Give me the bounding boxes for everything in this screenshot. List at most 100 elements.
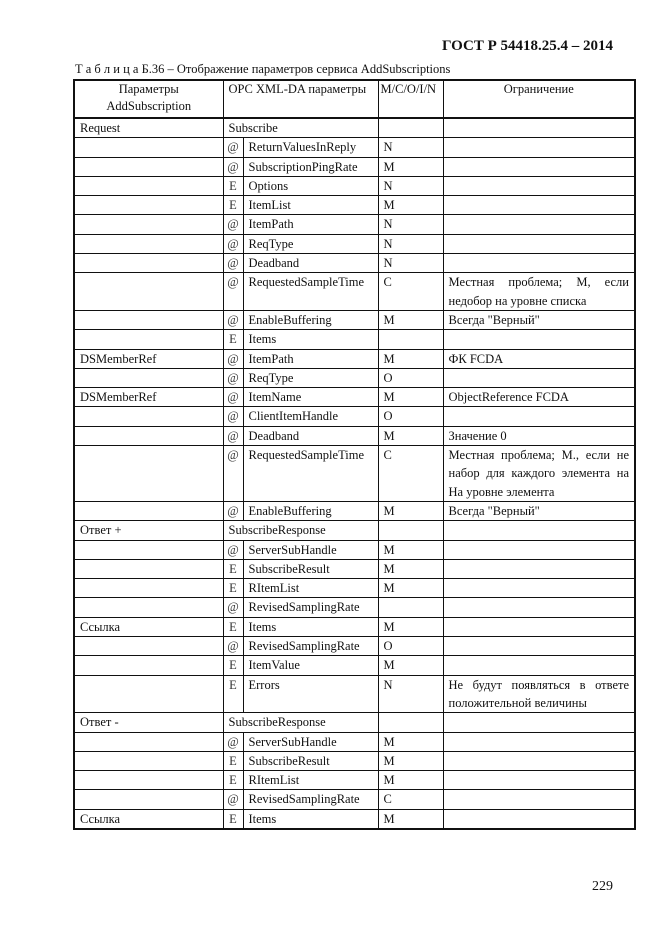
pre-cell: @ xyxy=(222,731,244,752)
table-row: @ ReqType O xyxy=(73,367,636,389)
name-cell: Deadband xyxy=(242,425,379,447)
pre-cell: @ xyxy=(222,309,244,331)
table-header: Параметры AddSubscription OPC XML-DA пар… xyxy=(73,79,636,119)
limit-cell xyxy=(442,253,636,274)
pre-cell: @ xyxy=(222,387,244,408)
pre-cell: E xyxy=(222,195,244,216)
limit-cell xyxy=(442,137,636,158)
name-cell: ItemPath xyxy=(242,214,379,235)
name-cell: ItemList xyxy=(242,195,379,216)
mco-cell: O xyxy=(377,367,444,389)
mco-cell: M xyxy=(377,500,444,522)
table-row: @ ReqType N xyxy=(73,233,636,255)
limit-cell: Местная проблема; M, если недобор на уро… xyxy=(442,272,636,311)
table-row: @ RevisedSamplingRate xyxy=(73,597,636,618)
mco-cell: O xyxy=(377,406,444,427)
pre-cell: @ xyxy=(222,445,244,502)
name-cell: Deadband xyxy=(242,253,379,274)
param-cell xyxy=(73,329,224,350)
table-row: Ответ - SubscribeResponse xyxy=(73,712,636,733)
pre-cell: @ xyxy=(222,425,244,447)
table-row: E Options N xyxy=(73,175,636,197)
param-cell xyxy=(73,655,224,676)
name-cell: ItemPath xyxy=(242,348,379,369)
mco-cell: N xyxy=(377,233,444,255)
table-row: @ RequestedSampleTime C Местная проблема; M… xyxy=(73,445,636,502)
mco-cell xyxy=(377,117,444,139)
pre-cell: E xyxy=(222,808,244,830)
pre-cell: E xyxy=(222,616,244,638)
table-caption: Т а б л и ц а Б.36 – Отображение парамет… xyxy=(75,62,451,76)
pre-cell: E xyxy=(222,175,244,197)
mco-cell: M xyxy=(377,616,444,638)
name-cell: RevisedSamplingRate xyxy=(242,636,379,657)
name-cell: EnableBuffering xyxy=(242,500,379,522)
limit-cell xyxy=(442,175,636,197)
param-cell xyxy=(73,214,224,235)
param-cell xyxy=(73,272,224,311)
name-cell: Items xyxy=(242,808,379,830)
limit-cell xyxy=(442,117,636,139)
table-row: @ ReturnValuesInReply N xyxy=(73,137,636,158)
name-cell: ReqType xyxy=(242,367,379,389)
param-cell xyxy=(73,175,224,197)
mco-cell: M xyxy=(377,731,444,752)
param-cell xyxy=(73,195,224,216)
standard-header: ГОСТ Р 54418.25.4 – 2014 xyxy=(441,38,613,54)
mco-cell: C xyxy=(377,272,444,311)
param-cell xyxy=(73,406,224,427)
limit-cell xyxy=(442,750,636,772)
limit-cell xyxy=(442,616,636,638)
pre-cell: E xyxy=(222,655,244,676)
limit-cell xyxy=(442,770,636,791)
limit-cell xyxy=(442,789,636,810)
mco-cell xyxy=(377,329,444,350)
mco-cell: M xyxy=(377,348,444,369)
table-row: @ ItemPath N xyxy=(73,214,636,235)
param-cell xyxy=(73,770,224,791)
span-cell: SubscribeResponse xyxy=(222,712,379,733)
mco-cell: M xyxy=(377,156,444,177)
column-header: Параметры AddSubscription xyxy=(73,79,224,119)
mco-cell: M xyxy=(377,770,444,791)
limit-cell xyxy=(442,156,636,177)
mco-cell: M xyxy=(377,558,444,580)
mco-cell: O xyxy=(377,636,444,657)
table-row: @ ServerSubHandle M xyxy=(73,539,636,560)
name-cell: SubscriptionPingRate xyxy=(242,156,379,177)
table-row: @ ClientItemHandle O xyxy=(73,406,636,427)
param-cell xyxy=(73,539,224,560)
column-header: OPC XML-DA параметры xyxy=(222,79,379,119)
param-cell xyxy=(73,425,224,447)
mco-cell: N xyxy=(377,175,444,197)
span-cell: SubscribeResponse xyxy=(222,520,379,541)
pre-cell: @ xyxy=(222,367,244,389)
limit-cell xyxy=(442,808,636,830)
mco-cell xyxy=(377,520,444,541)
mco-cell xyxy=(377,712,444,733)
pre-cell: @ xyxy=(222,233,244,255)
pre-cell: E xyxy=(222,558,244,580)
table-row: DSMemberRef @ ItemName M ObjectReference FCD… xyxy=(73,387,636,408)
mco-cell: C xyxy=(377,789,444,810)
limit-cell: Местная проблема; M., если не набор для … xyxy=(442,445,636,502)
limit-cell xyxy=(442,406,636,427)
mco-cell: M xyxy=(377,195,444,216)
pre-cell: @ xyxy=(222,636,244,657)
column-header: M/C/O/I/N xyxy=(377,79,444,119)
table-row: E ItemValue M xyxy=(73,655,636,676)
pre-cell: @ xyxy=(222,137,244,158)
limit-cell: ObjectReference FCDA xyxy=(442,387,636,408)
param-cell xyxy=(73,558,224,580)
table-row: @ SubscriptionPingRate M xyxy=(73,156,636,177)
mco-cell: M xyxy=(377,387,444,408)
table-row: E Items xyxy=(73,329,636,350)
param-cell xyxy=(73,500,224,522)
name-cell: ItemValue xyxy=(242,655,379,676)
table-row: Ссылка E Items M xyxy=(73,616,636,638)
param-cell xyxy=(73,156,224,177)
table-row: Request Subscribe xyxy=(73,117,636,139)
param-cell xyxy=(73,309,224,331)
param-cell xyxy=(73,597,224,618)
